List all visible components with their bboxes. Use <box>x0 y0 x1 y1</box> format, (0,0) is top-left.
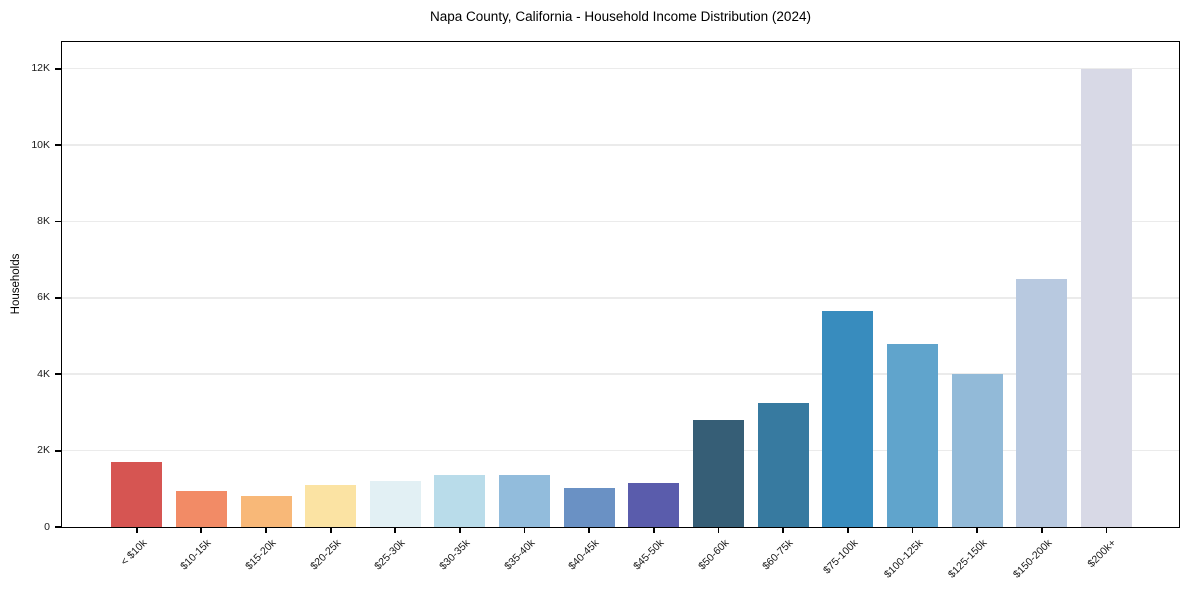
y-tick-mark <box>55 144 61 146</box>
bar-$20-25k <box>305 485 357 527</box>
gridline <box>62 144 1179 146</box>
x-tick-mark <box>976 527 979 533</box>
bar-$200k+ <box>1080 68 1132 527</box>
bar-$75-100k <box>822 311 874 527</box>
gridline <box>62 297 1179 299</box>
x-tick-label: $40-45k <box>566 537 602 573</box>
x-tick-mark <box>846 527 849 533</box>
gridline <box>62 373 1179 375</box>
bar-$125-150k <box>951 374 1003 527</box>
chart-title: Napa County, California - Household Inco… <box>430 9 811 24</box>
x-tick-mark <box>1040 527 1043 533</box>
y-tick-mark <box>55 449 61 452</box>
x-tick-label: $100-125k <box>881 537 925 581</box>
y-tick-label: 10K <box>31 138 50 151</box>
x-tick-label: $25-30k <box>372 537 408 573</box>
gridline <box>62 220 1179 223</box>
bar-< $10k <box>111 462 163 527</box>
x-tick-mark <box>1105 527 1108 533</box>
x-tick-label: < $10k <box>118 537 150 568</box>
x-tick-label: $150-200k <box>1010 537 1055 581</box>
x-tick-label: $10-15k <box>178 537 214 573</box>
x-tick-label: $20-25k <box>307 537 344 573</box>
y-tick-label: 12K <box>31 62 50 75</box>
bar-$30-35k <box>434 475 486 527</box>
y-tick-mark <box>55 220 61 223</box>
bar-$45-50k <box>628 483 680 527</box>
x-tick-label: $45-50k <box>631 537 667 573</box>
bar-$150-200k <box>1016 278 1068 527</box>
x-tick-label: $35-40k <box>501 537 538 573</box>
x-tick-mark <box>394 527 397 533</box>
y-tick-label: 2K <box>37 444 50 457</box>
bar-$35-40k <box>499 475 551 527</box>
x-tick-label: $60-75k <box>760 537 796 573</box>
gridline <box>62 67 1179 70</box>
x-tick-label: $125-150k <box>946 537 990 581</box>
x-tick-label: $75-100k <box>820 537 861 577</box>
y-tick-mark <box>55 526 61 528</box>
y-tick-label: 0 <box>44 520 50 533</box>
bar-$40-45k <box>563 487 615 527</box>
y-tick-label: 6K <box>37 291 50 304</box>
x-tick-mark <box>459 527 461 533</box>
y-tick-label: 8K <box>37 214 50 227</box>
x-tick-mark <box>265 527 267 533</box>
x-tick-mark <box>588 527 591 533</box>
x-tick-label: $30-35k <box>437 537 473 573</box>
y-tick-mark <box>55 296 61 299</box>
x-tick-mark <box>135 527 138 533</box>
x-tick-mark <box>200 527 203 533</box>
y-tick-mark <box>55 67 61 70</box>
x-tick-label: $200k+ <box>1085 537 1119 571</box>
x-tick-mark <box>911 527 914 533</box>
bar-$25-30k <box>369 481 421 527</box>
x-tick-mark <box>782 527 785 533</box>
x-tick-mark <box>653 527 655 533</box>
x-tick-mark <box>523 527 526 533</box>
bar-$50-60k <box>693 420 745 527</box>
y-axis-label: Households <box>10 253 22 315</box>
bar-$100-125k <box>887 343 938 527</box>
bar-$10-15k <box>175 490 227 527</box>
gridline <box>62 449 1179 452</box>
x-tick-mark <box>717 527 720 533</box>
y-tick-label: 4K <box>37 367 50 380</box>
plot-area: 0 2K 4K 6K 8K 10K 12K < $10k $10-15k $15-20k $20-2… <box>31 41 1180 581</box>
x-tick-mark <box>329 527 332 533</box>
x-tick-label: $15-20k <box>243 537 279 573</box>
y-tick-mark <box>55 373 61 376</box>
plot-frame <box>61 41 1180 528</box>
x-tick-label: $50-60k <box>695 537 732 573</box>
bar-$60-75k <box>757 402 809 527</box>
bar-$15-20k <box>240 496 292 527</box>
